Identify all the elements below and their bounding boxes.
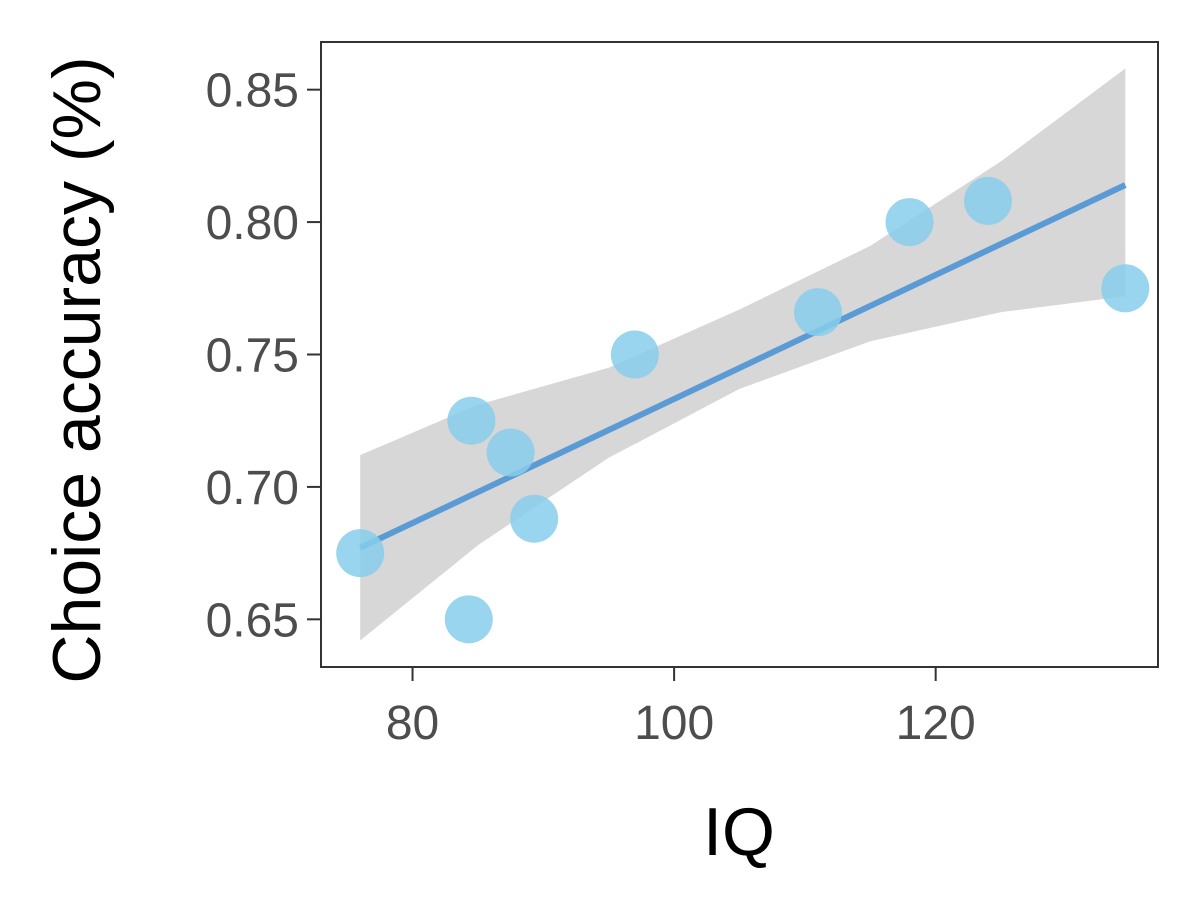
data-point xyxy=(885,198,934,247)
x-tick-label: 100 xyxy=(634,697,714,750)
data-point xyxy=(793,288,842,337)
data-point xyxy=(510,494,559,543)
axes-layer: 0.65 0.70 0.75 0.80 0.85 80 100 120 xyxy=(206,41,1159,750)
data-point xyxy=(447,396,496,445)
data-points-layer xyxy=(336,176,1150,644)
data-point xyxy=(444,595,493,644)
x-tick-label: 120 xyxy=(896,697,976,750)
x-tick-label: 80 xyxy=(386,697,439,750)
y-tick-label: 0.65 xyxy=(206,594,299,647)
data-point xyxy=(1101,264,1150,313)
fit-line-layer xyxy=(358,182,1127,551)
y-tick-label: 0.85 xyxy=(206,65,299,118)
data-point xyxy=(486,428,535,477)
regression-line xyxy=(358,182,1127,551)
x-axis-title: IQ xyxy=(703,794,775,870)
data-point xyxy=(336,529,385,578)
y-axis-title: Choice accuracy (%) xyxy=(39,56,115,683)
data-point xyxy=(963,176,1012,225)
y-tick-label: 0.70 xyxy=(206,462,299,515)
y-tick-label: 0.75 xyxy=(206,330,299,383)
y-tick-label: 0.80 xyxy=(206,197,299,250)
data-point xyxy=(610,330,659,379)
confidence-band-layer xyxy=(360,68,1126,641)
confidence-band xyxy=(360,68,1126,641)
